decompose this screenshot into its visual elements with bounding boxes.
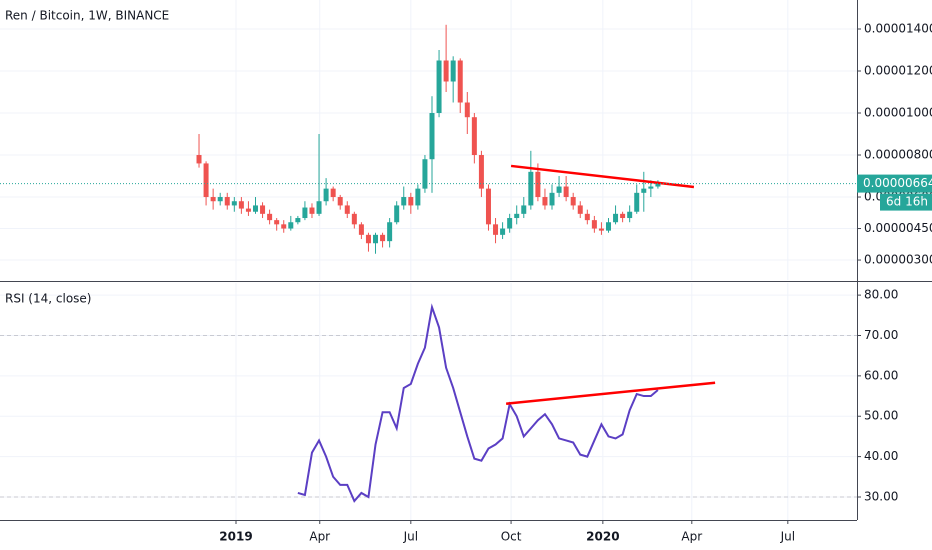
candle-body — [316, 201, 322, 214]
candle-body — [302, 207, 308, 219]
y-tick-label: 80.00 — [864, 288, 898, 302]
candle-body — [493, 224, 499, 235]
y-tick-label: 0.00000300 — [864, 253, 932, 267]
candle-body — [203, 163, 209, 198]
candle-body — [627, 211, 633, 219]
countdown-box — [880, 193, 932, 211]
candle-body — [584, 213, 590, 221]
candle-body — [457, 60, 463, 103]
x-tick-label: Jul — [403, 530, 418, 544]
last-price-box — [857, 174, 932, 193]
candle-body — [542, 197, 548, 206]
y-tick-label: 40.00 — [864, 449, 898, 463]
candle-body — [373, 234, 379, 244]
candle-body — [344, 205, 350, 214]
candle-body — [655, 183, 661, 187]
candle-body — [485, 188, 491, 225]
candle-body — [422, 159, 428, 189]
candle-body — [238, 201, 244, 209]
candle-body — [295, 218, 301, 223]
candle-body — [436, 60, 442, 114]
candle-body — [274, 220, 280, 225]
candle-body — [196, 155, 202, 164]
candle-body — [330, 188, 336, 198]
candle-body — [521, 205, 527, 214]
candle-body — [217, 197, 223, 202]
candle-body — [281, 224, 287, 229]
x-tick-label: 2020 — [586, 530, 619, 544]
y-tick-label: 0.00000450 — [864, 221, 932, 235]
trend-line — [505, 381, 716, 405]
candle-body — [358, 224, 364, 235]
y-tick-label: 0.00001400 — [864, 21, 932, 35]
pane-title: Ren / Bitcoin, 1W, BINANCE — [5, 9, 169, 23]
rsi-line — [297, 303, 659, 503]
candle-body — [323, 188, 329, 202]
candle-body — [380, 234, 386, 242]
candle-body — [450, 60, 456, 82]
candle-body — [535, 171, 541, 198]
x-tick-label: Jul — [780, 530, 795, 544]
candle-body — [267, 213, 273, 221]
y-tick-label: 60.00 — [864, 368, 898, 382]
candle-body — [210, 197, 216, 202]
candle-body — [401, 197, 407, 206]
candle-body — [394, 205, 400, 223]
candle-body — [224, 197, 230, 206]
candle-body — [464, 102, 470, 118]
candle-body — [648, 186, 654, 189]
candle-body — [288, 222, 294, 229]
candle-body — [613, 213, 619, 223]
candle-body — [605, 222, 611, 231]
candle-body — [620, 213, 626, 219]
candle-body — [500, 228, 506, 235]
candle-body — [549, 192, 555, 206]
candle-body — [245, 208, 251, 212]
candle-body — [641, 188, 647, 193]
x-tick-label: Apr — [681, 530, 702, 544]
candle-body — [365, 234, 371, 244]
candle-body — [429, 113, 435, 160]
last-price-label: 0.00000664 — [863, 176, 932, 190]
y-tick-label: 0.00001000 — [864, 106, 932, 120]
candle-body — [563, 186, 569, 198]
x-tick-label: Oct — [501, 530, 522, 544]
candle-body — [415, 188, 421, 206]
candle-body — [471, 117, 477, 156]
candle-body — [528, 171, 534, 206]
candle-body — [443, 60, 449, 82]
countdown: 6d 16h — [886, 195, 928, 209]
x-tick-label: 2019 — [219, 530, 252, 544]
candle-body — [514, 213, 520, 219]
candle-body — [309, 207, 315, 214]
candle-body — [507, 218, 513, 229]
candle-body — [387, 222, 393, 242]
candle-body — [231, 201, 237, 206]
candle-body — [598, 228, 604, 231]
candle-body — [260, 205, 266, 214]
x-tick-label: Apr — [309, 530, 330, 544]
y-tick-label: 0.00000800 — [864, 148, 932, 162]
y-tick-label: 30.00 — [864, 489, 898, 503]
candle-body — [570, 197, 576, 206]
candle-body — [351, 213, 357, 225]
candle-body — [252, 205, 258, 212]
candle-body — [337, 197, 343, 206]
candle-body — [408, 197, 414, 206]
y-tick-label: 0.00001200 — [864, 63, 932, 77]
y-tick-label: 50.00 — [864, 409, 898, 423]
candle-body — [577, 205, 583, 214]
candle-body — [634, 192, 640, 212]
pane-title: RSI (14, close) — [5, 292, 91, 306]
candle-body — [556, 186, 562, 193]
y-tick-label: 70.00 — [864, 328, 898, 342]
candle-body — [478, 155, 484, 189]
candle-body — [591, 220, 597, 229]
